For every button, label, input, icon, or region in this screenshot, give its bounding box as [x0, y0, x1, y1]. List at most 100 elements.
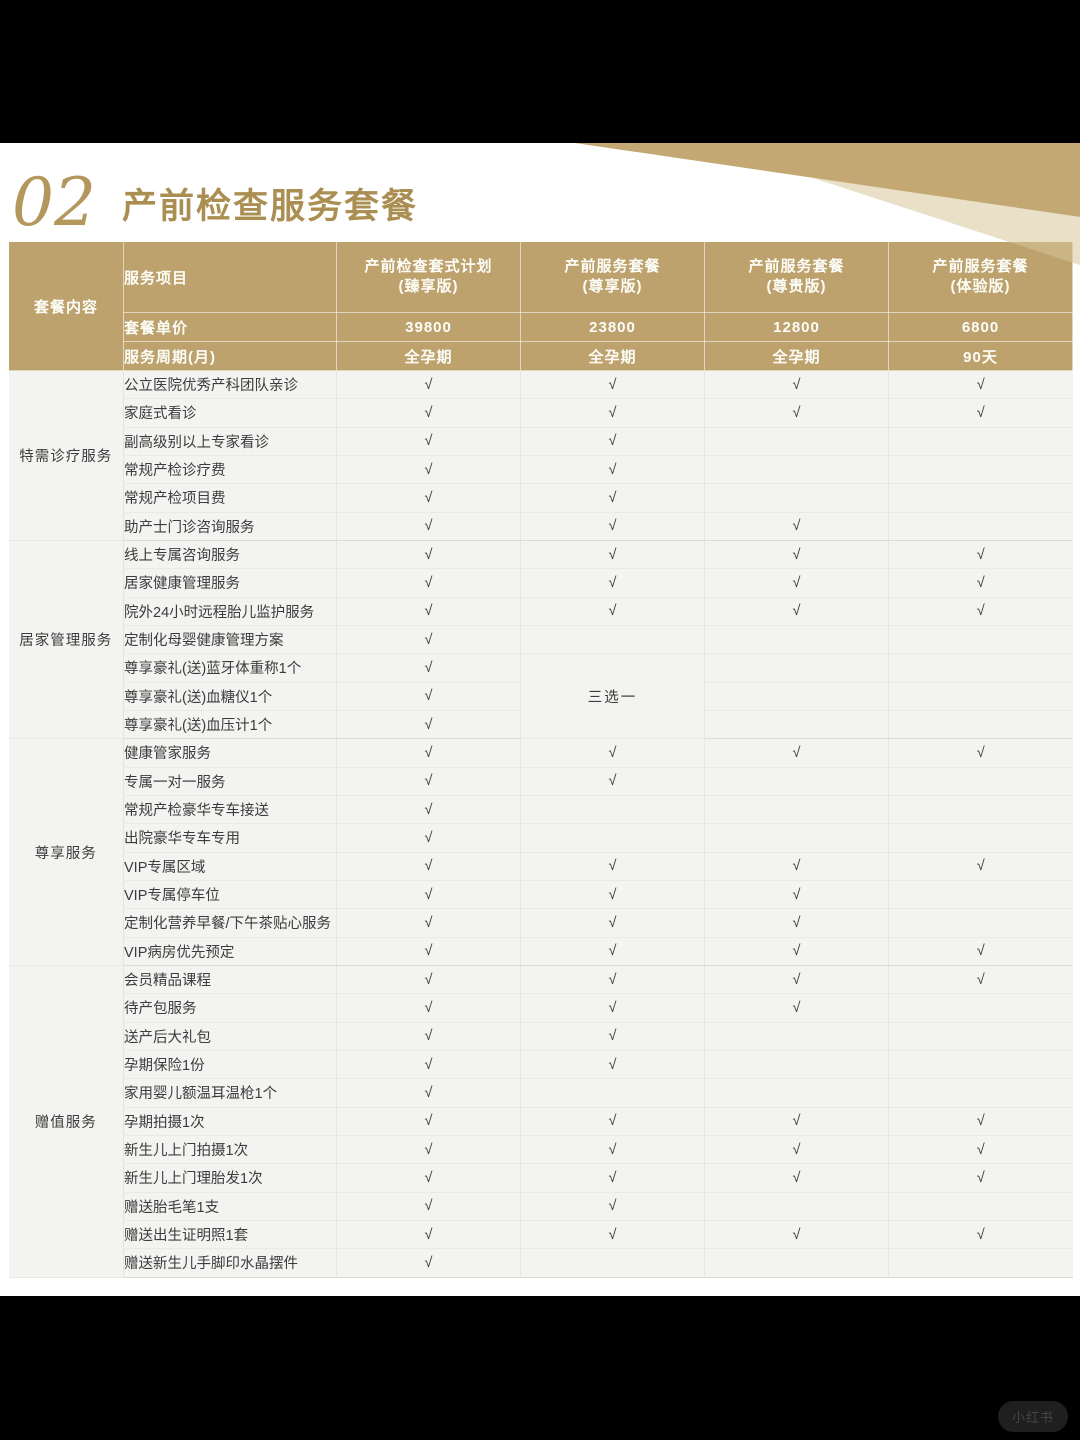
empty-cell — [520, 1248, 705, 1278]
check-mark: √ — [336, 1022, 521, 1051]
table-row: 尊享豪礼(送)血糖仪1个 √ — [9, 682, 1073, 711]
package-name: 产前服务套餐 — [932, 257, 1029, 275]
service-item-label: 送产后大礼包 — [123, 1022, 337, 1051]
empty-cell — [888, 1022, 1073, 1051]
check-mark: √ — [520, 880, 705, 910]
service-item-label: 家用婴儿额温耳温枪1个 — [123, 1078, 337, 1108]
service-item-label: 新生儿上门拍摄1次 — [123, 1135, 337, 1165]
table-row: 定制化母婴健康管理方案 √ — [9, 625, 1073, 655]
check-mark: √ — [336, 852, 521, 881]
table-row: 出院豪华专车专用 √ — [9, 823, 1073, 853]
table-row: 专属一对一服务 √ √ — [9, 767, 1073, 796]
empty-cell — [704, 823, 889, 853]
check-mark: √ — [704, 370, 889, 400]
service-item-label: 院外24小时远程胎儿监护服务 — [123, 597, 337, 626]
check-mark: √ — [888, 597, 1073, 626]
check-mark: √ — [336, 823, 521, 853]
check-mark: √ — [336, 1078, 521, 1108]
check-mark: √ — [704, 540, 889, 570]
empty-cell — [704, 1078, 889, 1108]
empty-cell — [888, 908, 1073, 938]
package-header-3: 产前服务套餐 (尊贵版) — [704, 241, 889, 313]
empty-cell — [704, 625, 889, 655]
package-period: 全孕期 — [336, 341, 521, 371]
service-item-label: 尊享豪礼(送)血压计1个 — [123, 710, 337, 740]
check-mark: √ — [704, 597, 889, 626]
service-item-label: 常规产检项目费 — [123, 483, 337, 513]
service-item-label: 赠送胎毛笔1支 — [123, 1192, 337, 1221]
check-mark: √ — [520, 965, 705, 995]
package-edition: (尊贵版) — [766, 278, 827, 295]
corner-header: 套餐内容 — [8, 241, 124, 371]
table-row: 送产后大礼包 √ √ — [9, 1022, 1073, 1051]
check-mark: √ — [336, 1050, 521, 1080]
empty-cell — [704, 427, 889, 456]
content-card: 02 产前检查服务套餐 套餐内容 服务项目 产前检查套式计划 (臻享版) 产前服务套… — [0, 143, 1080, 1296]
empty-cell — [704, 1192, 889, 1221]
service-item-label: 常规产检诊疗费 — [123, 455, 337, 485]
bottom-black-band: 小红书 — [0, 1296, 1080, 1440]
check-mark: √ — [520, 1163, 705, 1193]
check-mark: √ — [520, 937, 705, 966]
package-header-2: 产前服务套餐 (尊享版) — [520, 241, 705, 313]
empty-cell — [520, 795, 705, 825]
check-mark: √ — [704, 1163, 889, 1193]
service-item-label: 尊享豪礼(送)血糖仪1个 — [123, 682, 337, 711]
table-row: 尊享豪礼(送)血压计1个 √ — [9, 710, 1073, 740]
check-mark: √ — [336, 908, 521, 938]
check-mark: √ — [520, 1220, 705, 1250]
check-mark: √ — [336, 455, 521, 485]
empty-cell — [888, 682, 1073, 711]
check-mark: √ — [888, 370, 1073, 400]
check-mark: √ — [704, 993, 889, 1023]
price-row-header: 套餐单价 — [123, 312, 337, 342]
empty-cell — [704, 483, 889, 513]
table-head: 套餐内容 服务项目 产前检查套式计划 (臻享版) 产前服务套餐 (尊享版) 产前服务套餐… — [8, 241, 1073, 371]
empty-cell — [888, 455, 1073, 485]
check-mark: √ — [704, 398, 889, 428]
group-label-4: 赠值服务 — [8, 965, 124, 1278]
table-row: 居家管理服务 线上专属咨询服务 √ √ √ √ — [8, 540, 1073, 740]
empty-cell — [888, 427, 1073, 456]
table-row: 特需诊疗服务 公立医院优秀产科团队亲诊 √ √ √ √ — [8, 370, 1073, 541]
package-price: 39800 — [336, 312, 521, 342]
table-row: 孕期拍摄1次 √ √ √ √ — [9, 1107, 1073, 1136]
check-mark: √ — [336, 767, 521, 796]
empty-cell — [520, 625, 705, 655]
check-mark: √ — [704, 852, 889, 881]
check-mark: √ — [336, 710, 521, 740]
check-mark: √ — [520, 1107, 705, 1136]
check-mark: √ — [336, 1163, 521, 1193]
table-row: VIP专属停车位 √ √ √ — [9, 880, 1073, 910]
table-row: 待产包服务 √ √ √ — [9, 993, 1073, 1023]
table-body: 特需诊疗服务 公立医院优秀产科团队亲诊 √ √ √ √ 家庭式看诊 √ √ √ √ 副高级别以上专家看… — [8, 370, 1073, 1278]
check-mark: √ — [520, 483, 705, 513]
check-mark: √ — [704, 1220, 889, 1250]
section-number: 02 — [12, 164, 96, 241]
table-row: 赠送新生儿手脚印水晶摆件 √ — [9, 1248, 1073, 1278]
check-mark: √ — [888, 568, 1073, 598]
check-mark: √ — [520, 1192, 705, 1221]
check-mark: √ — [336, 993, 521, 1023]
check-mark: √ — [888, 738, 1073, 768]
empty-cell — [888, 1078, 1073, 1108]
package-header-4: 产前服务套餐 (体验版) — [888, 241, 1073, 313]
empty-cell — [888, 767, 1073, 796]
table-row: 尊享服务 健康管家服务 √ √ √ √ — [8, 738, 1073, 966]
package-edition: (臻享版) — [398, 278, 459, 295]
check-mark: √ — [888, 852, 1073, 881]
package-edition: (尊享版) — [582, 278, 643, 295]
table-row: 家用婴儿额温耳温枪1个 √ — [9, 1078, 1073, 1108]
check-mark: √ — [520, 738, 705, 768]
check-mark: √ — [336, 370, 521, 400]
table-row: VIP病房优先预定 √ √ √ √ — [9, 937, 1073, 966]
empty-cell — [520, 823, 705, 853]
table-row: 常规产检豪华专车接送 √ — [9, 795, 1073, 825]
empty-cell — [888, 823, 1073, 853]
check-mark: √ — [336, 1220, 521, 1250]
table-row: 新生儿上门理胎发1次 √ √ √ √ — [9, 1163, 1073, 1193]
check-mark: √ — [336, 795, 521, 825]
table-row: 院外24小时远程胎儿监护服务 √ √ √ √ — [9, 597, 1073, 626]
check-mark: √ — [520, 370, 705, 400]
table-row: 常规产检诊疗费 √ √ — [9, 455, 1073, 485]
